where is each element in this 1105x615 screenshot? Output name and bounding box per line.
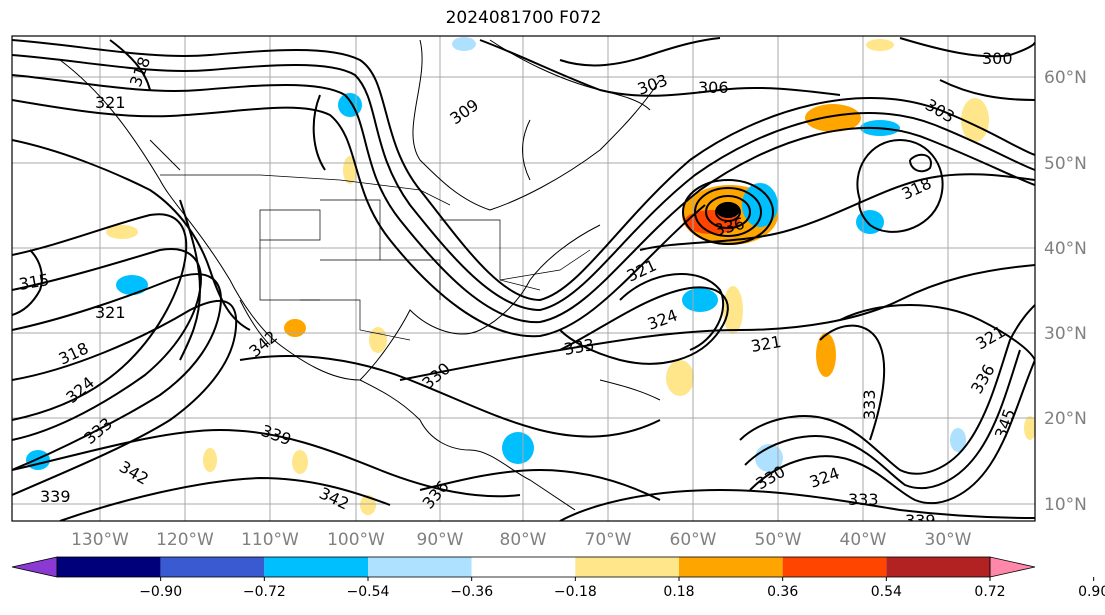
shading-patch — [682, 288, 718, 312]
shading-patch — [284, 319, 306, 337]
colorbar-tick-label: 0.54 — [871, 584, 902, 600]
colorbar-segment — [679, 557, 783, 577]
lon-label: 40°W — [840, 530, 887, 550]
colorbar-segment — [575, 557, 679, 577]
shading-patch — [866, 39, 894, 51]
shading-patch — [116, 275, 148, 295]
political-boundaries — [160, 174, 591, 341]
shading-patch — [666, 360, 694, 396]
lon-label: 70°W — [585, 530, 632, 550]
lat-label: 30°N — [1044, 324, 1087, 344]
lon-label: 100°W — [327, 530, 385, 550]
colorbar-tick-label: 0.18 — [663, 584, 694, 600]
contour-label: 333 — [848, 490, 879, 509]
lat-label: 10°N — [1044, 495, 1087, 515]
shading-patch — [1024, 416, 1035, 440]
colorbar-segment — [886, 557, 990, 577]
lon-label: 80°W — [500, 530, 547, 550]
colorbar-extend-low — [11, 556, 58, 578]
shading-patch — [723, 286, 743, 334]
colorbar-tick-label: −0.54 — [347, 584, 390, 600]
colorbar: −0.90 −0.72 −0.54 −0.36 −0.18 0.18 0.36 0.54 0.7… — [11, 556, 1105, 600]
lon-label: 90°W — [417, 530, 464, 550]
colorbar-tick-label: −0.90 — [139, 584, 182, 600]
shading-patch — [716, 202, 740, 218]
shading-patch — [452, 37, 476, 51]
lat-label: 50°N — [1044, 154, 1087, 174]
colorbar-segment — [471, 557, 576, 577]
lat-label: 60°N — [1044, 68, 1087, 88]
shading-patch — [203, 448, 217, 472]
lon-label: 30°W — [925, 530, 972, 550]
contour-label: 300 — [982, 49, 1013, 68]
colorbar-segment — [368, 557, 472, 577]
shading-patch — [961, 98, 989, 142]
lon-label: 50°W — [755, 530, 802, 550]
shading-patch — [106, 225, 138, 239]
lat-label: 20°N — [1044, 409, 1087, 429]
latitude-labels: 60°N 50°N 40°N 30°N 20°N 10°N — [1044, 68, 1087, 515]
lon-label: 120°W — [156, 530, 214, 550]
colorbar-segment — [160, 557, 265, 577]
colorbar-tick-label: −0.72 — [243, 584, 286, 600]
colorbar-tick-label: 0.72 — [974, 584, 1005, 600]
contour-label: 339 — [905, 511, 936, 530]
shading-patch — [950, 428, 966, 452]
colorbar-tick-label: −0.18 — [554, 584, 597, 600]
longitude-labels: 130°W 120°W 110°W 100°W 90°W 80°W 70°W 6… — [71, 530, 972, 550]
contour-label: 333 — [860, 389, 879, 420]
shading-patch — [369, 327, 387, 353]
lon-label: 130°W — [71, 530, 129, 550]
contour-lines — [12, 37, 1035, 521]
colorbar-segment — [264, 557, 368, 577]
shading-patch — [805, 104, 861, 132]
colorbar-segment — [57, 557, 161, 577]
contour-label: 339 — [40, 487, 71, 506]
coastlines — [59, 39, 661, 511]
shading-patch — [292, 450, 308, 474]
lon-label: 110°W — [241, 530, 299, 550]
shading-patch — [816, 333, 836, 377]
contour-label: 321 — [95, 303, 126, 322]
contour-label: 306 — [698, 78, 729, 97]
map-title: 2024081700 F072 — [445, 8, 602, 28]
contour-label: 321 — [95, 93, 126, 112]
shading-patch — [338, 93, 362, 117]
map-frame — [11, 35, 1036, 522]
lat-label: 40°N — [1044, 239, 1087, 259]
shading-patch — [502, 432, 534, 464]
colorbar-outline — [56, 556, 991, 578]
colorbar-tick-label: −0.36 — [450, 584, 493, 600]
colorbar-tick-label: 0.36 — [767, 584, 798, 600]
colorbar-tick-label: 0.90 — [1078, 584, 1105, 600]
shading-patch — [360, 495, 376, 515]
colorbar-extend-high — [989, 556, 1036, 578]
colorbar-segment — [782, 557, 887, 577]
lon-label: 60°W — [670, 530, 717, 550]
shading-patch — [26, 450, 50, 470]
